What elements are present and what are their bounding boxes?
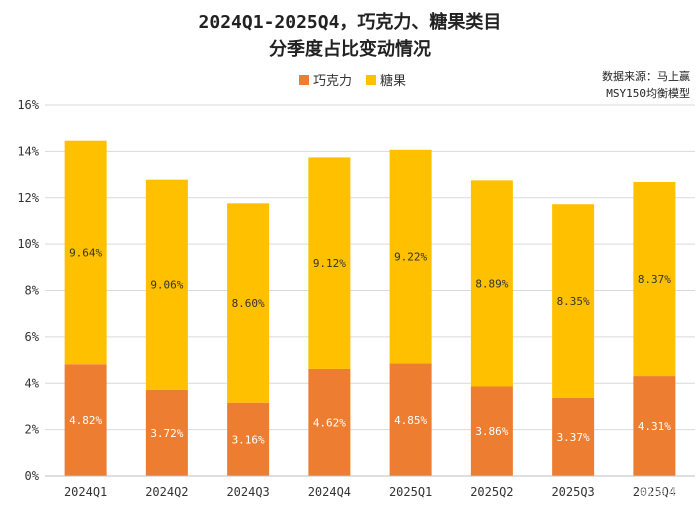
bar-candy: [470, 180, 513, 387]
data-label-candy: 9.06%: [150, 279, 183, 292]
y-tick-label: 12%: [17, 191, 39, 205]
y-tick-label: 14%: [17, 144, 39, 158]
data-label-chocolate: 4.85%: [394, 414, 427, 427]
x-tick-label: 2025Q2: [470, 485, 513, 499]
data-label-candy: 8.60%: [232, 297, 265, 310]
y-tick-label: 10%: [17, 237, 39, 251]
y-tick-label: 2%: [25, 423, 40, 437]
bar-chocolate: [227, 402, 270, 476]
bar-chocolate: [470, 386, 513, 476]
data-label-chocolate: 4.31%: [638, 420, 671, 433]
data-label-chocolate: 4.82%: [69, 414, 102, 427]
bar-chocolate: [389, 363, 432, 476]
x-tick-label: 2024Q2: [145, 485, 188, 499]
data-label-candy: 8.35%: [557, 295, 590, 308]
y-axis: 0% 2% 4% 6% 8% 10% 12% 14% 16%: [17, 98, 39, 483]
bar-chocolate: [308, 368, 351, 476]
bar-candy: [633, 181, 676, 377]
bar-candy: [308, 157, 351, 369]
x-tick-label: 2024Q3: [226, 485, 269, 499]
data-label-candy: 9.64%: [69, 246, 102, 259]
data-label-candy: 9.22%: [394, 251, 427, 264]
legend-swatch-candy: [366, 75, 376, 85]
bar-candy: [227, 203, 270, 403]
bar-chocolate: [145, 389, 188, 476]
data-label-candy: 8.89%: [475, 277, 508, 290]
legend-label-candy: 糖果: [380, 73, 406, 89]
chart-title-line1: 2024Q1-2025Q4，巧克力、糖果类目: [199, 11, 502, 33]
data-label-candy: 9.12%: [313, 257, 346, 270]
source-line1: 数据来源：马上赢: [602, 69, 690, 83]
bars: 4.82% 9.64% 3.72% 9.06% 3.16% 8.60% 4.62% 9.12%…: [64, 140, 676, 476]
bar-chocolate: [552, 397, 595, 476]
data-label-chocolate: 3.72%: [150, 427, 183, 440]
data-label-candy: 8.37%: [638, 273, 671, 286]
bar-candy: [64, 140, 107, 365]
bar-candy: [552, 204, 595, 398]
x-axis: 2024Q1 2024Q2 2024Q3 2024Q4 2025Q1 2025Q2 2025…: [45, 475, 695, 499]
x-tick-label: 2025Q4: [633, 485, 676, 499]
gridlines: [45, 104, 695, 431]
y-tick-label: 0%: [25, 469, 40, 483]
watermark: 马上赢情报站: [611, 484, 695, 501]
chart-title-line2: 分季度占比变动情况: [269, 38, 431, 60]
data-label-chocolate: 3.37%: [557, 431, 590, 444]
x-tick-label: 2025Q3: [551, 485, 594, 499]
y-tick-label: 8%: [25, 284, 40, 298]
source-line2: MSY150均衡模型: [606, 86, 690, 100]
y-tick-label: 6%: [25, 330, 40, 344]
bar-candy: [145, 179, 188, 390]
bar-chocolate: [633, 376, 676, 476]
data-label-chocolate: 4.62%: [313, 416, 346, 429]
x-tick-label: 2024Q1: [64, 485, 107, 499]
y-tick-label: 4%: [25, 376, 40, 390]
legend: 巧克力 糖果: [299, 73, 406, 89]
legend-label-chocolate: 巧克力: [313, 74, 352, 89]
x-tick-label: 2025Q1: [389, 485, 432, 499]
bar-candy: [389, 149, 432, 364]
x-tick-label: 2024Q4: [308, 485, 351, 499]
y-tick-label: 16%: [17, 98, 39, 112]
bar-chocolate: [64, 364, 107, 476]
data-label-chocolate: 3.86%: [475, 425, 508, 438]
data-label-chocolate: 3.16%: [232, 433, 265, 446]
legend-swatch-chocolate: [299, 75, 309, 85]
